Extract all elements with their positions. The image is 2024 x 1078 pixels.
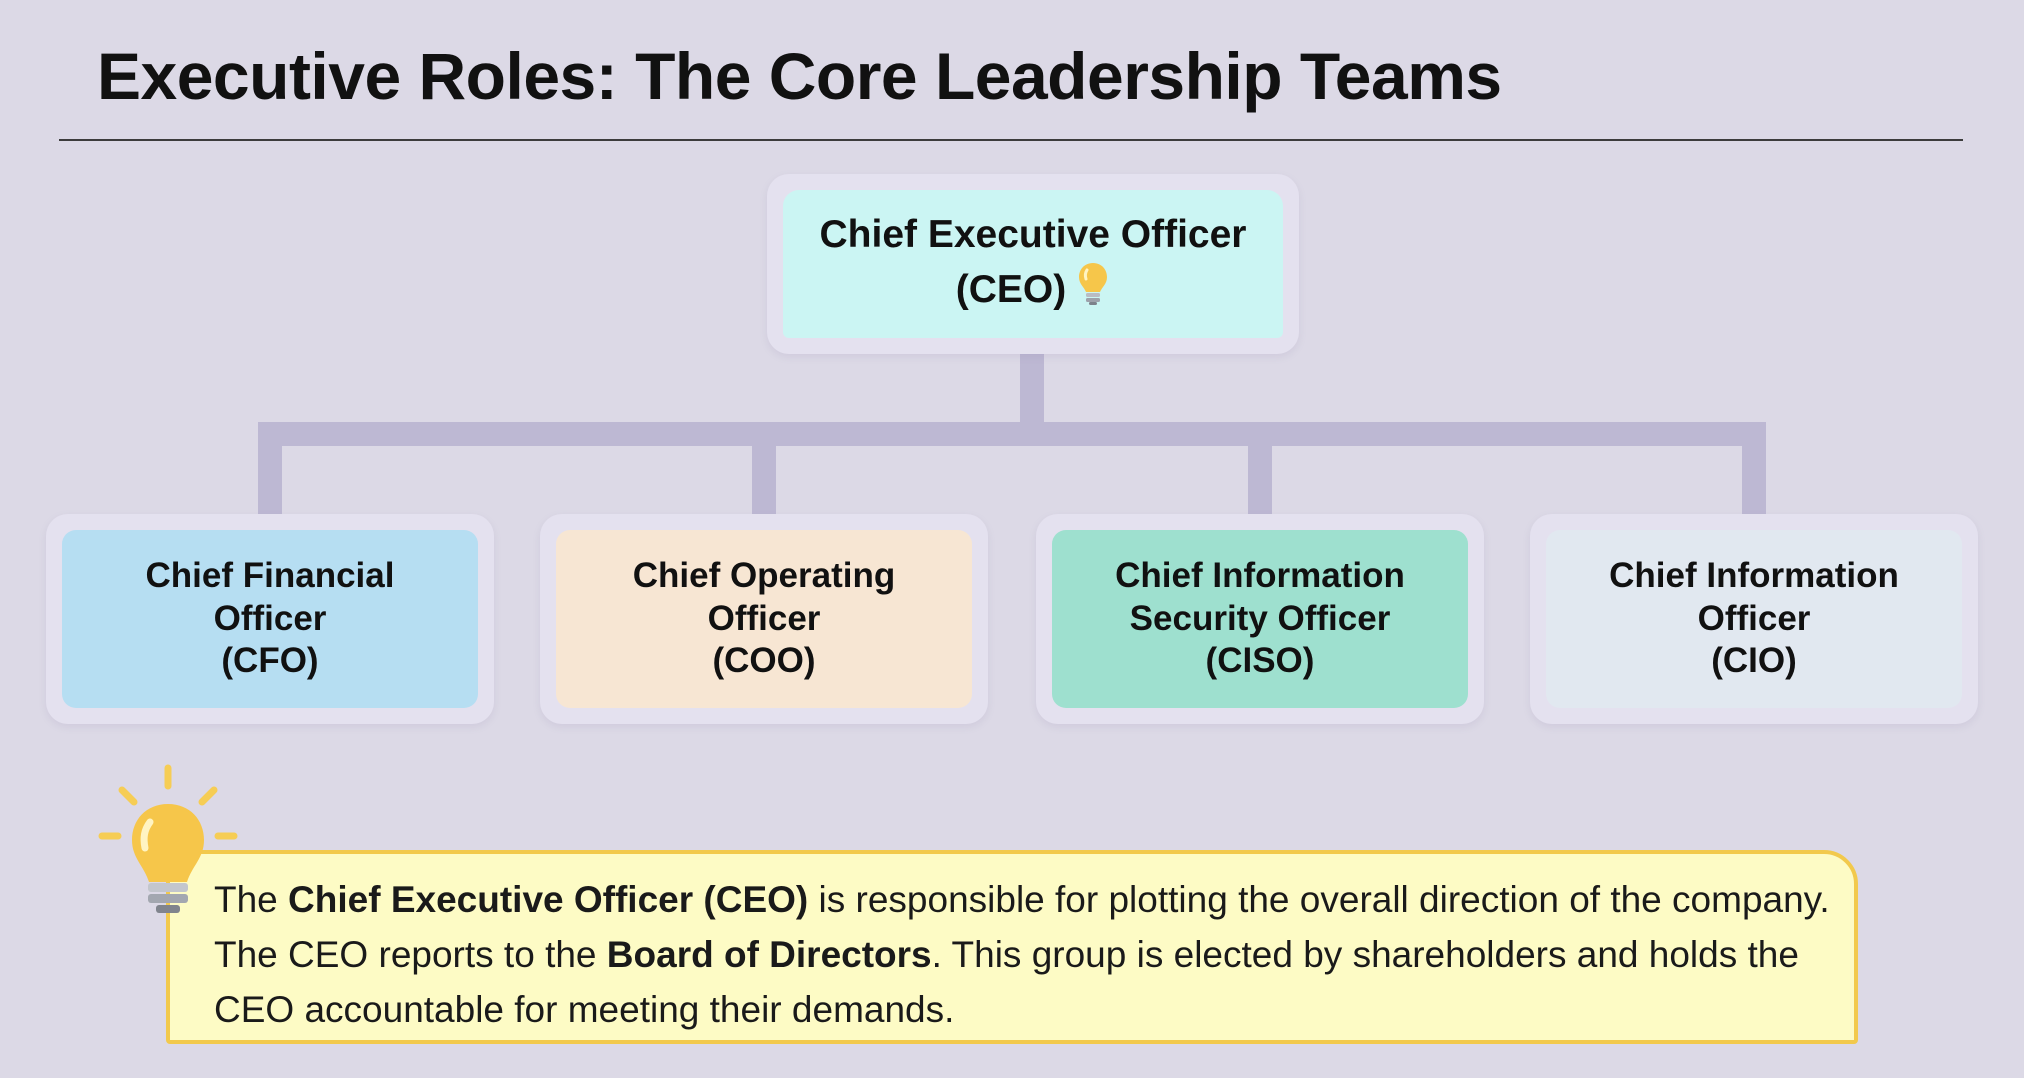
ciso-line3: (CISO) bbox=[1205, 641, 1315, 681]
connector-ciso bbox=[1248, 422, 1272, 522]
ceo-title-line1: Chief Executive Officer bbox=[819, 212, 1247, 256]
title-divider bbox=[59, 139, 1963, 141]
cfo-box: Chief Financial Officer (CFO) bbox=[46, 514, 494, 724]
callout-text: The Chief Executive Officer (CEO) is res… bbox=[214, 872, 1834, 1037]
cio-line1: Chief Information bbox=[1609, 555, 1899, 595]
ciso-box: Chief Information Security Officer (CISO… bbox=[1036, 514, 1484, 724]
callout-bold-ceo: Chief Executive Officer (CEO) bbox=[288, 879, 809, 920]
connector-ceo-down bbox=[1020, 354, 1044, 424]
connector-coo bbox=[752, 422, 776, 522]
ciso-line2: Security Officer bbox=[1129, 598, 1391, 638]
ceo-title-line2: (CEO) bbox=[955, 268, 1067, 311]
callout-text-3: . This group is elected by shareholders … bbox=[214, 934, 1799, 1030]
cio-box-inner: Chief Information Officer (CIO) bbox=[1546, 530, 1962, 708]
ceo-box: Chief Executive Officer (CEO) bbox=[767, 174, 1299, 354]
coo-line2: Officer bbox=[707, 598, 821, 638]
cfo-box-inner: Chief Financial Officer (CFO) bbox=[62, 530, 478, 708]
callout-text-2: is responsible for plotting the overall … bbox=[214, 879, 1830, 975]
cio-box: Chief Information Officer (CIO) bbox=[1530, 514, 1978, 724]
connector-cfo bbox=[258, 422, 282, 522]
ciso-box-inner: Chief Information Security Officer (CISO… bbox=[1052, 530, 1468, 708]
cio-line2: Officer bbox=[1697, 598, 1811, 638]
cfo-line3: (CFO) bbox=[221, 641, 319, 681]
cfo-line1: Chief Financial bbox=[145, 555, 395, 595]
connector-cio bbox=[1742, 422, 1766, 522]
callout-bold-board: Board of Directors bbox=[606, 934, 932, 975]
callout-text-1: The bbox=[214, 879, 289, 920]
page-title: Executive Roles: The Core Leadership Tea… bbox=[97, 39, 1502, 113]
cfo-line2: Officer bbox=[213, 598, 327, 638]
ceo-title-line2-row: (CEO) bbox=[956, 260, 1111, 319]
ceo-box-inner: Chief Executive Officer (CEO) bbox=[783, 190, 1283, 338]
coo-box-inner: Chief Operating Officer (COO) bbox=[556, 530, 972, 708]
coo-box: Chief Operating Officer (COO) bbox=[540, 514, 988, 724]
info-callout: The Chief Executive Officer (CEO) is res… bbox=[166, 850, 1858, 1044]
cio-line3: (CIO) bbox=[1711, 641, 1797, 681]
coo-line1: Chief Operating bbox=[632, 555, 896, 595]
lightbulb-icon bbox=[96, 764, 240, 920]
coo-line3: (COO) bbox=[712, 641, 816, 681]
ciso-line1: Chief Information bbox=[1115, 555, 1405, 595]
connector-horizontal bbox=[258, 422, 1766, 446]
lightbulb-icon bbox=[1076, 260, 1110, 319]
